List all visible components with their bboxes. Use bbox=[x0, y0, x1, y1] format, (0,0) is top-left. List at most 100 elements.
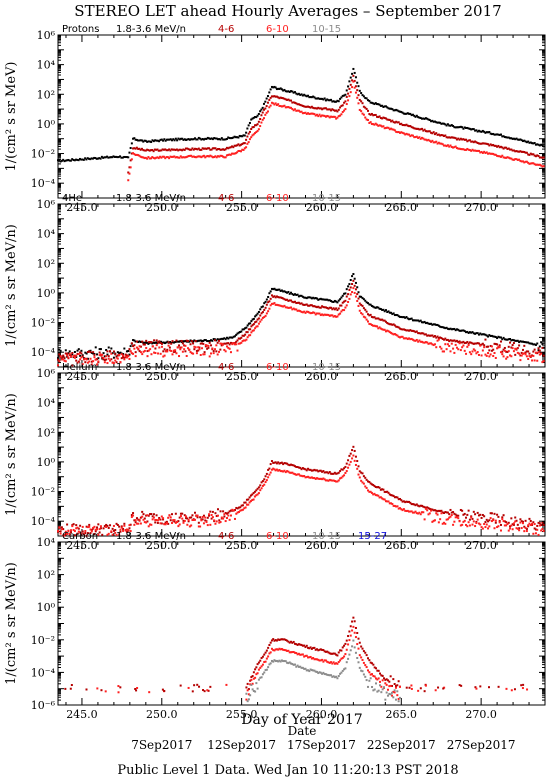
data-point bbox=[381, 674, 384, 677]
data-point bbox=[324, 306, 327, 309]
data-point bbox=[86, 361, 89, 364]
data-point bbox=[290, 90, 293, 93]
data-point bbox=[178, 523, 181, 526]
data-point bbox=[103, 359, 106, 362]
data-point bbox=[348, 80, 351, 83]
data-point bbox=[283, 298, 286, 301]
data-point bbox=[193, 511, 196, 514]
y-axis-label: 1/(cm² s sr MeV/n) bbox=[4, 224, 19, 347]
data-point bbox=[92, 352, 95, 355]
data-point bbox=[443, 521, 446, 524]
data-point bbox=[410, 114, 413, 117]
data-point bbox=[301, 467, 304, 470]
data-point bbox=[439, 518, 442, 521]
data-point bbox=[292, 109, 295, 112]
data-point bbox=[540, 352, 543, 355]
data-point bbox=[400, 122, 403, 125]
data-point bbox=[353, 284, 356, 287]
data-point bbox=[175, 148, 178, 151]
data-point bbox=[514, 158, 517, 161]
data-point bbox=[540, 529, 543, 532]
data-point bbox=[445, 518, 448, 521]
data-point bbox=[287, 649, 290, 652]
data-point bbox=[312, 95, 315, 98]
data-point bbox=[305, 105, 308, 108]
data-point bbox=[506, 356, 509, 359]
data-point bbox=[391, 323, 394, 326]
data-point bbox=[181, 517, 184, 520]
data-point bbox=[303, 303, 306, 306]
data-point bbox=[476, 149, 479, 152]
data-point bbox=[315, 477, 318, 480]
data-point bbox=[490, 512, 493, 515]
data-point bbox=[498, 344, 501, 347]
data-point bbox=[293, 651, 296, 654]
data-point bbox=[150, 513, 153, 516]
data-point bbox=[396, 684, 399, 687]
data-point bbox=[166, 350, 169, 353]
data-point bbox=[228, 343, 231, 346]
data-point bbox=[236, 136, 239, 139]
data-point bbox=[224, 156, 227, 159]
data-point bbox=[219, 148, 222, 151]
data-point bbox=[169, 149, 172, 152]
data-point bbox=[340, 310, 343, 313]
data-point bbox=[274, 86, 277, 89]
data-point bbox=[301, 295, 304, 298]
data-point bbox=[251, 675, 254, 678]
data-point bbox=[272, 86, 275, 89]
data-point bbox=[369, 677, 372, 680]
data-point bbox=[519, 354, 522, 357]
data-point bbox=[168, 138, 171, 141]
data-point bbox=[314, 477, 317, 480]
data-point bbox=[202, 342, 205, 345]
data-point bbox=[415, 127, 418, 130]
data-point bbox=[231, 145, 234, 148]
data-point bbox=[251, 117, 254, 120]
data-point bbox=[490, 345, 493, 348]
data-point bbox=[472, 510, 475, 513]
data-point bbox=[197, 339, 200, 342]
data-point bbox=[290, 99, 293, 102]
data-point bbox=[158, 340, 161, 343]
data-point bbox=[207, 689, 210, 692]
data-point bbox=[440, 337, 443, 340]
data-point bbox=[361, 102, 364, 105]
data-point bbox=[148, 140, 151, 143]
data-point bbox=[310, 105, 313, 108]
data-point bbox=[186, 138, 189, 141]
data-point bbox=[436, 513, 439, 516]
data-point bbox=[467, 521, 470, 524]
data-point bbox=[301, 644, 304, 647]
data-point bbox=[267, 476, 270, 479]
data-point bbox=[263, 483, 266, 486]
data-point bbox=[335, 472, 338, 475]
data-point bbox=[390, 127, 393, 130]
data-point bbox=[219, 510, 222, 513]
data-point bbox=[270, 647, 273, 650]
data-point bbox=[225, 336, 228, 339]
data-point bbox=[328, 661, 331, 664]
data-point bbox=[541, 144, 544, 147]
data-point bbox=[518, 352, 521, 355]
series-4-6 bbox=[245, 616, 401, 691]
data-point bbox=[321, 478, 324, 481]
data-point bbox=[199, 525, 202, 528]
data-point bbox=[340, 104, 343, 107]
data-point bbox=[457, 341, 460, 344]
data-point bbox=[384, 330, 387, 333]
data-point bbox=[296, 473, 299, 476]
data-point bbox=[465, 516, 468, 519]
data-point bbox=[461, 148, 464, 151]
data-point bbox=[328, 299, 331, 302]
data-point bbox=[378, 124, 381, 127]
data-point bbox=[143, 349, 146, 352]
data-point bbox=[268, 663, 271, 666]
data-point bbox=[349, 286, 352, 289]
data-point bbox=[528, 355, 531, 358]
data-point bbox=[120, 357, 123, 360]
data-point bbox=[488, 131, 491, 134]
data-point bbox=[310, 304, 313, 307]
data-point bbox=[459, 508, 462, 511]
data-point bbox=[377, 317, 380, 320]
